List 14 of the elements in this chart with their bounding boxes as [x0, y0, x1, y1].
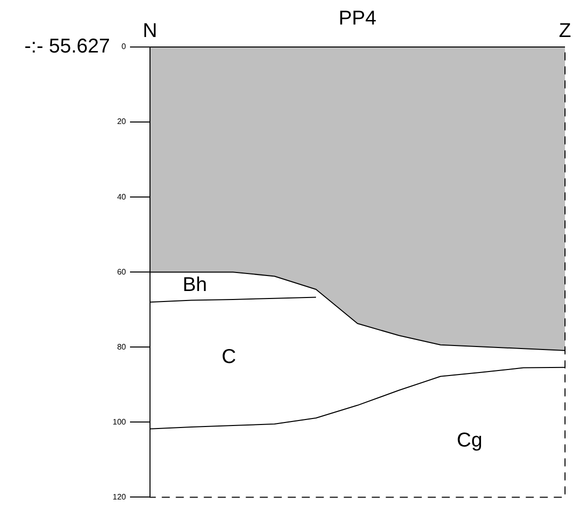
text: -:- 55.627	[24, 36, 110, 58]
y-tick-label: 120	[112, 492, 127, 502]
text: Z	[558, 20, 572, 42]
chart-title: PP4	[338, 8, 376, 30]
annotation: Bh	[182, 274, 208, 296]
y-tick-label: 60	[117, 267, 127, 276]
annotation: Cg	[456, 429, 482, 452]
y-tick-label: 0	[122, 42, 127, 52]
annotation: C	[222, 346, 236, 368]
y-tick-label: 100	[112, 417, 127, 426]
y-tick-label: 40	[117, 192, 127, 202]
text: N	[142, 20, 158, 42]
y-tick-label: 20	[117, 117, 127, 126]
y-tick-label: 80	[117, 342, 127, 352]
